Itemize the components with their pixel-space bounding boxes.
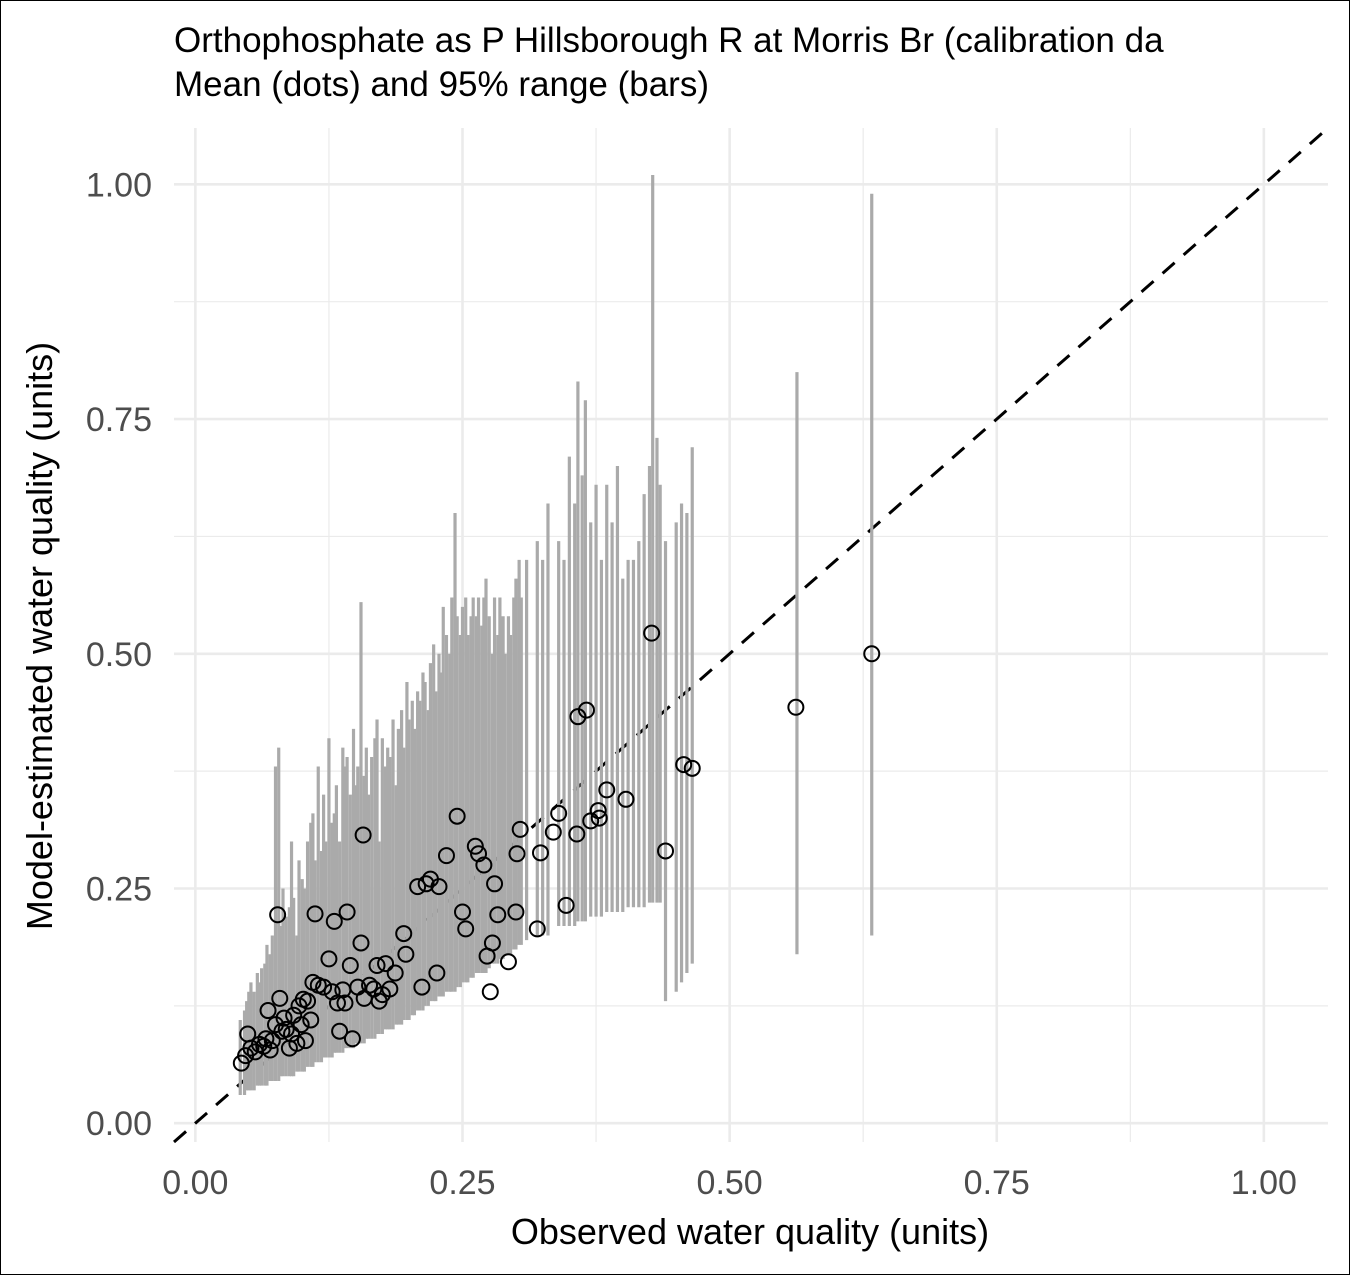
data-point: [341, 956, 359, 974]
x-tick-label: 0.25: [429, 1164, 495, 1202]
data-point: [454, 903, 471, 921]
chart-title: Orthophosphate as P Hillsborough R at Mo…: [174, 21, 1164, 60]
data-point: [242, 1039, 260, 1057]
data-point: [417, 875, 435, 893]
chart-subtitle: Mean (dots) and 95% range (bars): [174, 65, 709, 104]
data-point: [409, 878, 427, 896]
data-point: [325, 912, 343, 930]
data-point: [299, 992, 317, 1010]
data-point: [499, 953, 517, 971]
data-point: [481, 983, 499, 1001]
data-point: [617, 790, 635, 808]
data-point: [507, 903, 525, 921]
data-point: [483, 934, 501, 952]
data-point: [296, 1032, 314, 1050]
data-point: [302, 1011, 320, 1029]
x-tick-label: 1.00: [1231, 1164, 1297, 1202]
data-point: [320, 950, 338, 968]
data-point: [486, 875, 504, 893]
data-point: [643, 624, 661, 642]
y-tick-label: 0.50: [86, 636, 152, 674]
data-point: [331, 1022, 349, 1040]
data-point: [568, 825, 586, 843]
data-point: [386, 964, 404, 982]
data-point: [550, 804, 568, 822]
data-point: [377, 955, 395, 973]
x-tick-label: 0.50: [697, 1164, 763, 1202]
data-point: [336, 994, 354, 1012]
data-point: [683, 759, 701, 777]
data-point: [589, 802, 607, 820]
data-point: [361, 976, 379, 994]
data-point: [430, 878, 448, 896]
x-axis-label: Observed water quality (units): [511, 1211, 989, 1252]
data-point: [397, 945, 415, 963]
y-tick-label: 1.00: [86, 166, 152, 204]
data-point: [457, 920, 475, 938]
y-tick-label: 0.25: [86, 871, 152, 909]
data-point: [368, 956, 386, 974]
data-point: [269, 906, 287, 924]
data-point: [277, 1020, 295, 1038]
data-point: [475, 856, 493, 874]
data-point: [288, 1034, 306, 1052]
data-point: [413, 978, 431, 996]
data-point: [489, 906, 507, 924]
data-point: [590, 809, 608, 827]
data-point: [292, 1016, 310, 1034]
data-point: [863, 645, 881, 663]
y-tick-label: 0.75: [86, 401, 152, 439]
data-point: [259, 1002, 277, 1020]
data-point: [511, 820, 529, 838]
data-point: [271, 989, 289, 1007]
x-axis-ticks: 0.00 0.25 0.50 0.75 1.00: [162, 1164, 1297, 1202]
y-axis-ticks: 0.00 0.25 0.50 0.75 1.00: [86, 166, 152, 1143]
data-point: [306, 905, 324, 923]
x-tick-label: 0.75: [964, 1164, 1030, 1202]
mean-points: [232, 624, 881, 1072]
data-point: [275, 1009, 293, 1027]
y-axis-label: Model-estimated water quality (units): [19, 342, 60, 930]
data-point: [508, 845, 526, 863]
data-point: [544, 823, 562, 841]
data-point: [381, 980, 399, 998]
data-point: [315, 978, 333, 996]
data-point: [257, 1030, 275, 1048]
data-point: [532, 844, 550, 862]
data-point: [466, 837, 484, 855]
data-point: [528, 920, 546, 938]
data-point: [787, 698, 805, 716]
data-point: [448, 807, 466, 825]
data-point: [675, 756, 693, 774]
data-point: [343, 1030, 361, 1048]
data-point: [338, 903, 356, 921]
data-point: [263, 1032, 281, 1050]
data-point: [261, 1041, 279, 1059]
x-tick-label: 0.00: [162, 1164, 228, 1202]
data-point: [354, 826, 372, 844]
error-bars: [238, 174, 874, 1096]
data-point: [283, 1025, 301, 1043]
data-point: [577, 701, 595, 719]
y-tick-label: 0.00: [86, 1105, 152, 1143]
data-point: [352, 934, 370, 952]
data-point: [557, 896, 575, 914]
data-point: [598, 781, 616, 799]
data-point: [437, 847, 455, 865]
data-point: [428, 964, 446, 982]
data-point: [657, 842, 675, 860]
data-point: [395, 925, 413, 943]
